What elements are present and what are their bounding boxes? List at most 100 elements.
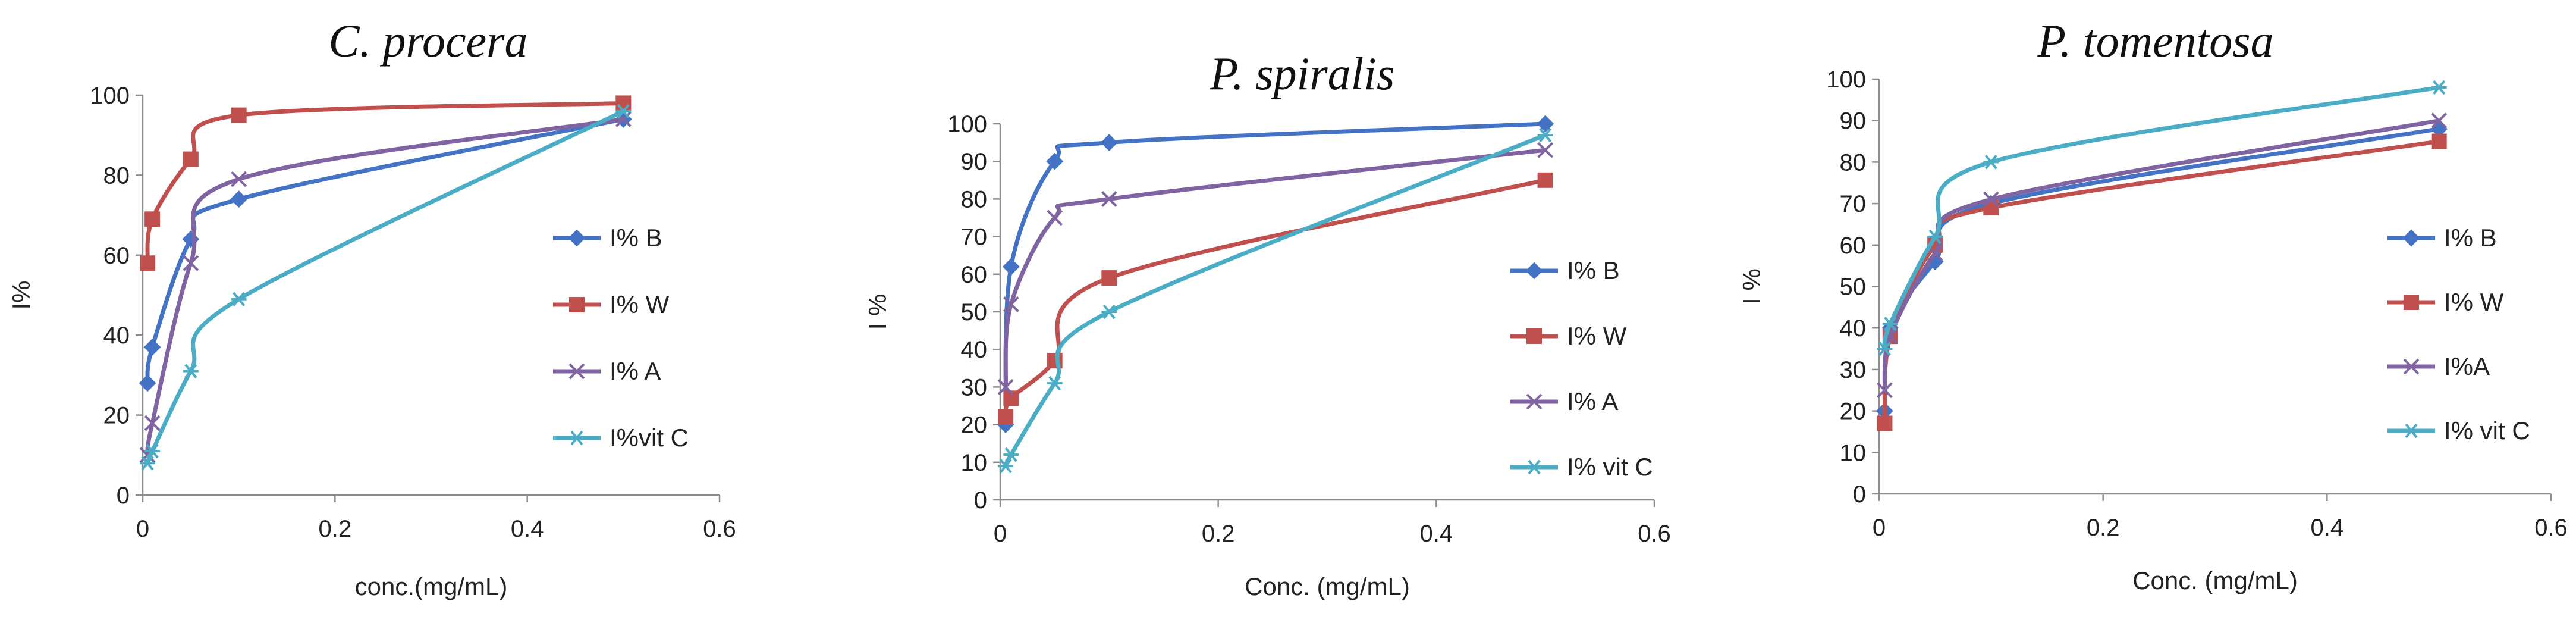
y-tick-label: 20 [1840, 399, 1867, 425]
legend-label: I% W [2444, 288, 2504, 316]
y-tick-label: 0 [1853, 481, 1866, 508]
data-point [615, 95, 632, 111]
y-tick-label: 70 [1840, 191, 1867, 217]
legend-marker [568, 363, 585, 380]
chart-title: C. procera [328, 15, 527, 67]
data-point [998, 409, 1014, 425]
legend-marker [2403, 358, 2420, 375]
y-tick-label: 10 [961, 450, 988, 476]
data-point [1882, 316, 1898, 331]
x-tick-label: 0 [1873, 515, 1886, 541]
x-tick-label: 0 [994, 521, 1007, 547]
chart-panel-1: C. procera 0 20 40 60 80 100 0 0.2 0.4 0.6 conc.(mg… [7, 15, 736, 600]
data-point [1101, 270, 1117, 286]
series-line [1003, 178, 1546, 418]
x-tick-label: 0.2 [1202, 521, 1235, 547]
data-point [998, 458, 1014, 474]
legend-marker [1526, 328, 1542, 344]
x-tick-label: 0.6 [2534, 515, 2568, 541]
y-tick-label: 100 [90, 83, 130, 109]
data-point [1003, 447, 1019, 462]
data-point [1877, 341, 1893, 356]
legend-marker [2402, 229, 2420, 247]
chart-title: P. spiralis [1210, 48, 1395, 99]
legend-label: I% W [1567, 322, 1627, 350]
legend-marker [1526, 393, 1543, 410]
y-tick-label: 80 [961, 186, 988, 212]
legend-label: I%vit C [610, 424, 689, 452]
y-axis-label: I% [7, 280, 35, 309]
data-point [2431, 80, 2447, 95]
legend-label: I% B [610, 224, 662, 252]
y-tick-label: 30 [1840, 357, 1867, 383]
data-point [1927, 229, 1943, 245]
chart-panel-2: P. spiralis 0 10 20 30 40 50 60 70 80 90 100 0 0.2 0.4… [863, 48, 1671, 600]
y-tick-label: 60 [103, 243, 130, 269]
legend-label: I% W [610, 290, 670, 318]
y-tick-label: 20 [961, 412, 988, 439]
series-line [145, 117, 624, 384]
data-point [1003, 296, 1019, 312]
data-point [1047, 209, 1063, 226]
data-point [140, 455, 156, 471]
chart-panel-3: P. tomentosa 0 10 20 30 40 50 60 70 80 90 100 0 0.2 0.… [1738, 15, 2568, 594]
data-point [1101, 190, 1117, 207]
legend-label: I% B [1567, 256, 1620, 284]
x-tick-label: 0.4 [2311, 515, 2344, 541]
y-tick-label: 40 [103, 323, 130, 349]
data-point [1877, 415, 1893, 431]
y-tick-label: 60 [1840, 233, 1867, 259]
legend-label: I% A [610, 357, 661, 385]
legend-marker [1525, 262, 1543, 280]
y-tick-label: 0 [117, 483, 130, 509]
data-point [2431, 112, 2448, 129]
y-tick-label: 70 [961, 224, 988, 251]
data-point [231, 292, 247, 306]
legend-marker [1526, 459, 1542, 475]
data-point [231, 107, 247, 123]
data-point [183, 364, 199, 378]
data-point [1537, 115, 1554, 133]
data-point [1537, 142, 1554, 158]
data-point [144, 211, 161, 227]
x-tick-label: 0.2 [2087, 515, 2120, 541]
data-point [615, 104, 632, 119]
series-line [1882, 118, 2440, 391]
y-tick-label: 100 [1826, 67, 1866, 93]
data-point [2431, 133, 2447, 149]
y-tick-label: 40 [961, 337, 988, 363]
data-point [1537, 127, 1553, 143]
x-tick-label: 0.6 [1638, 521, 1671, 547]
data-point [1537, 172, 1553, 188]
data-point [140, 255, 156, 271]
y-tick-label: 40 [1840, 315, 1867, 342]
series-line [1882, 139, 2440, 424]
x-tick-label: 0 [136, 516, 149, 542]
y-tick-label: 100 [947, 111, 987, 137]
series-line [1003, 133, 1547, 468]
data-point [1101, 304, 1117, 320]
data-point [1100, 134, 1118, 152]
y-tick-label: 50 [1840, 274, 1867, 301]
y-tick-label: 60 [961, 262, 988, 288]
data-point [183, 255, 199, 271]
data-point [1877, 382, 1893, 399]
chart-title: P. tomentosa [2037, 15, 2273, 67]
x-axis-label: Conc. (mg/mL) [2132, 566, 2298, 594]
x-axis-label: Conc. (mg/mL) [1245, 572, 1410, 600]
series-line [1003, 121, 1545, 425]
data-point [231, 171, 247, 187]
y-tick-label: 50 [961, 299, 988, 325]
series-line [145, 109, 624, 465]
series-line [1882, 85, 2440, 349]
data-point [139, 374, 156, 392]
data-point [1983, 191, 1999, 208]
data-point [1983, 155, 1999, 170]
legend-label: I% vit C [2444, 417, 2530, 445]
y-axis-label: I % [863, 294, 891, 330]
data-point [144, 415, 161, 431]
x-tick-label: 0.4 [1420, 521, 1453, 547]
x-tick-label: 0.6 [703, 516, 736, 542]
series-line [145, 117, 624, 456]
